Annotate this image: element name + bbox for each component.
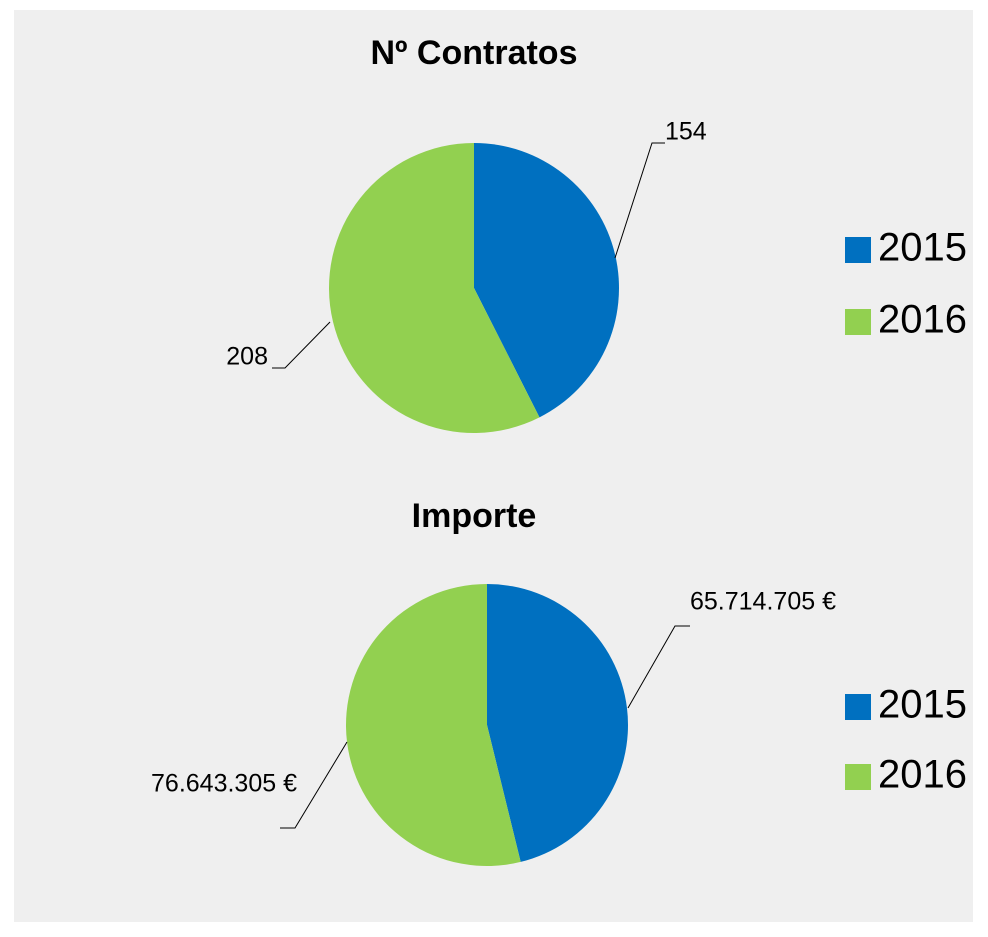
chart-title: Nº Contratos xyxy=(371,34,578,72)
legend-swatch xyxy=(845,764,871,790)
pie-slice xyxy=(474,143,619,418)
legend-swatch xyxy=(845,694,871,720)
legend-label: 2015 xyxy=(878,226,967,270)
pie-slice xyxy=(328,143,540,434)
pie-slice xyxy=(345,584,521,866)
legend-label: 2015 xyxy=(878,683,967,727)
data-label: 154 xyxy=(665,118,707,146)
legend-swatch xyxy=(845,309,871,335)
leader-line xyxy=(614,142,665,259)
legend-swatch xyxy=(845,237,871,263)
leader-line xyxy=(280,741,348,829)
data-label: 76.643.305 € xyxy=(151,770,297,798)
data-label: 208 xyxy=(226,343,268,371)
data-label: 65.714.705 € xyxy=(690,588,836,616)
leader-line xyxy=(272,321,331,369)
pie-slice xyxy=(487,584,628,862)
legend-label: 2016 xyxy=(878,298,967,342)
chart-title: Importe xyxy=(412,497,537,535)
leader-line xyxy=(627,625,690,709)
legend-label: 2016 xyxy=(878,753,967,797)
